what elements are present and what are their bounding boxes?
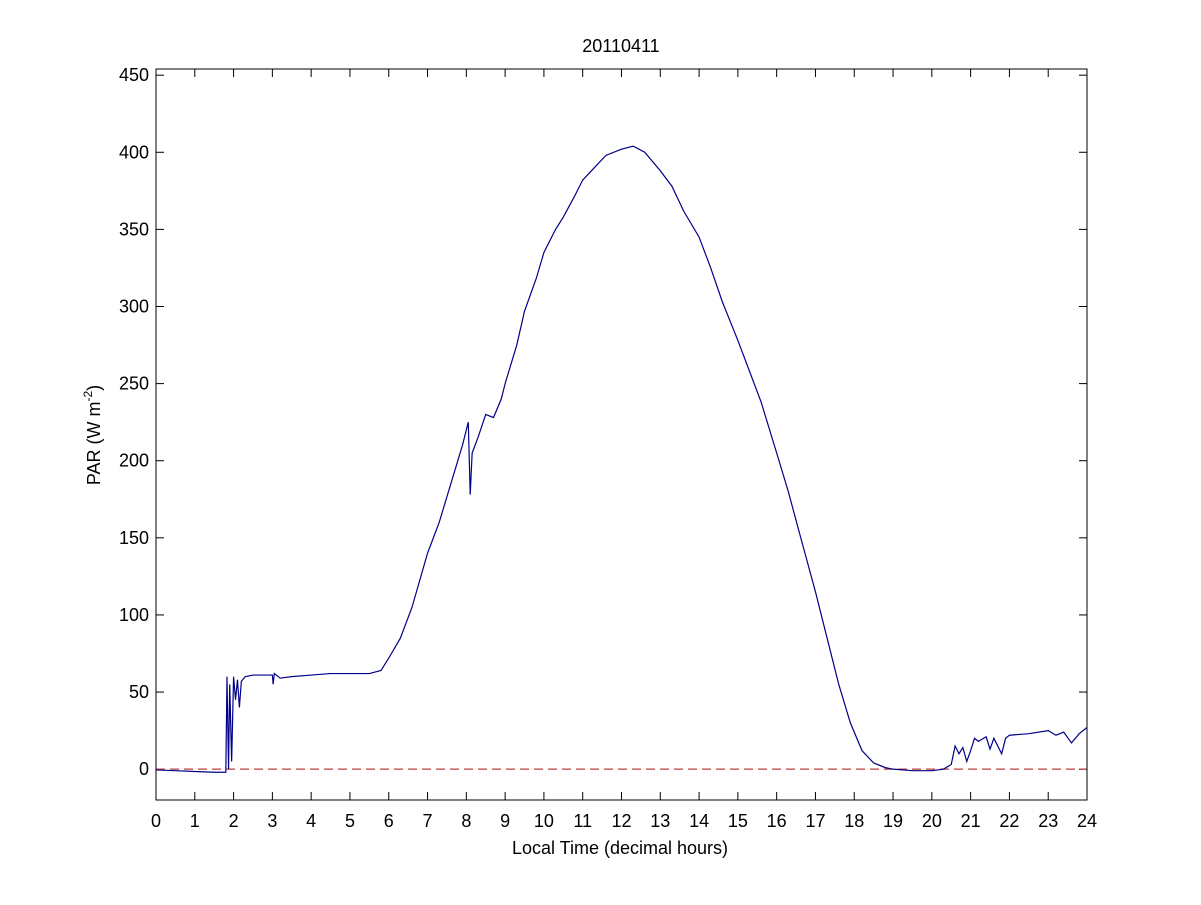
y-tick-label: 200 xyxy=(119,451,149,471)
y-tick-label: 0 xyxy=(139,759,149,779)
y-tick-label: 400 xyxy=(119,142,149,162)
x-tick-label: 20 xyxy=(922,811,942,831)
x-tick-label: 7 xyxy=(423,811,433,831)
y-tick-label: 100 xyxy=(119,605,149,625)
x-tick-label: 12 xyxy=(611,811,631,831)
data-line xyxy=(155,145,1088,773)
x-tick-label: 14 xyxy=(689,811,709,831)
y-tick-label: 250 xyxy=(119,374,149,394)
x-axis-label: Local Time (decimal hours) xyxy=(512,838,728,858)
x-tick-label: 23 xyxy=(1038,811,1058,831)
x-tick-label: 4 xyxy=(306,811,316,831)
x-tick-label: 10 xyxy=(534,811,554,831)
x-tick-label: 13 xyxy=(650,811,670,831)
y-label-part: PAR (W m xyxy=(84,402,104,486)
y-label-sup: -2 xyxy=(81,391,95,402)
x-tick-label: 3 xyxy=(267,811,277,831)
chart-title: 20110411 xyxy=(582,36,659,56)
y-tick-label: 350 xyxy=(119,219,149,239)
x-tick-label: 2 xyxy=(229,811,239,831)
y-axis-label: PAR (W m-2) xyxy=(81,385,104,485)
y-tick-label: 150 xyxy=(119,528,149,548)
x-tick-label: 24 xyxy=(1077,811,1097,831)
y-label-part: ) xyxy=(84,385,104,391)
x-tick-label: 16 xyxy=(767,811,787,831)
x-tick-label: 11 xyxy=(573,811,592,831)
x-tick-label: 6 xyxy=(384,811,394,831)
x-tick-label: 15 xyxy=(728,811,748,831)
plot-frame xyxy=(155,68,1088,801)
x-tick-label: 19 xyxy=(883,811,903,831)
y-tick-label: 450 xyxy=(119,65,149,85)
x-tick-label: 1 xyxy=(190,811,200,831)
x-tick-label: 5 xyxy=(345,811,355,831)
y-tick-label: 50 xyxy=(129,682,149,702)
x-tick-label: 0 xyxy=(151,811,161,831)
x-tick-label: 8 xyxy=(461,811,471,831)
y-tick-label: 300 xyxy=(119,296,149,316)
x-tick-label: 21 xyxy=(961,811,981,831)
x-tick-label: 9 xyxy=(500,811,510,831)
x-tick-label: 17 xyxy=(805,811,825,831)
x-tick-label: 22 xyxy=(999,811,1019,831)
x-tick-label: 18 xyxy=(844,811,864,831)
